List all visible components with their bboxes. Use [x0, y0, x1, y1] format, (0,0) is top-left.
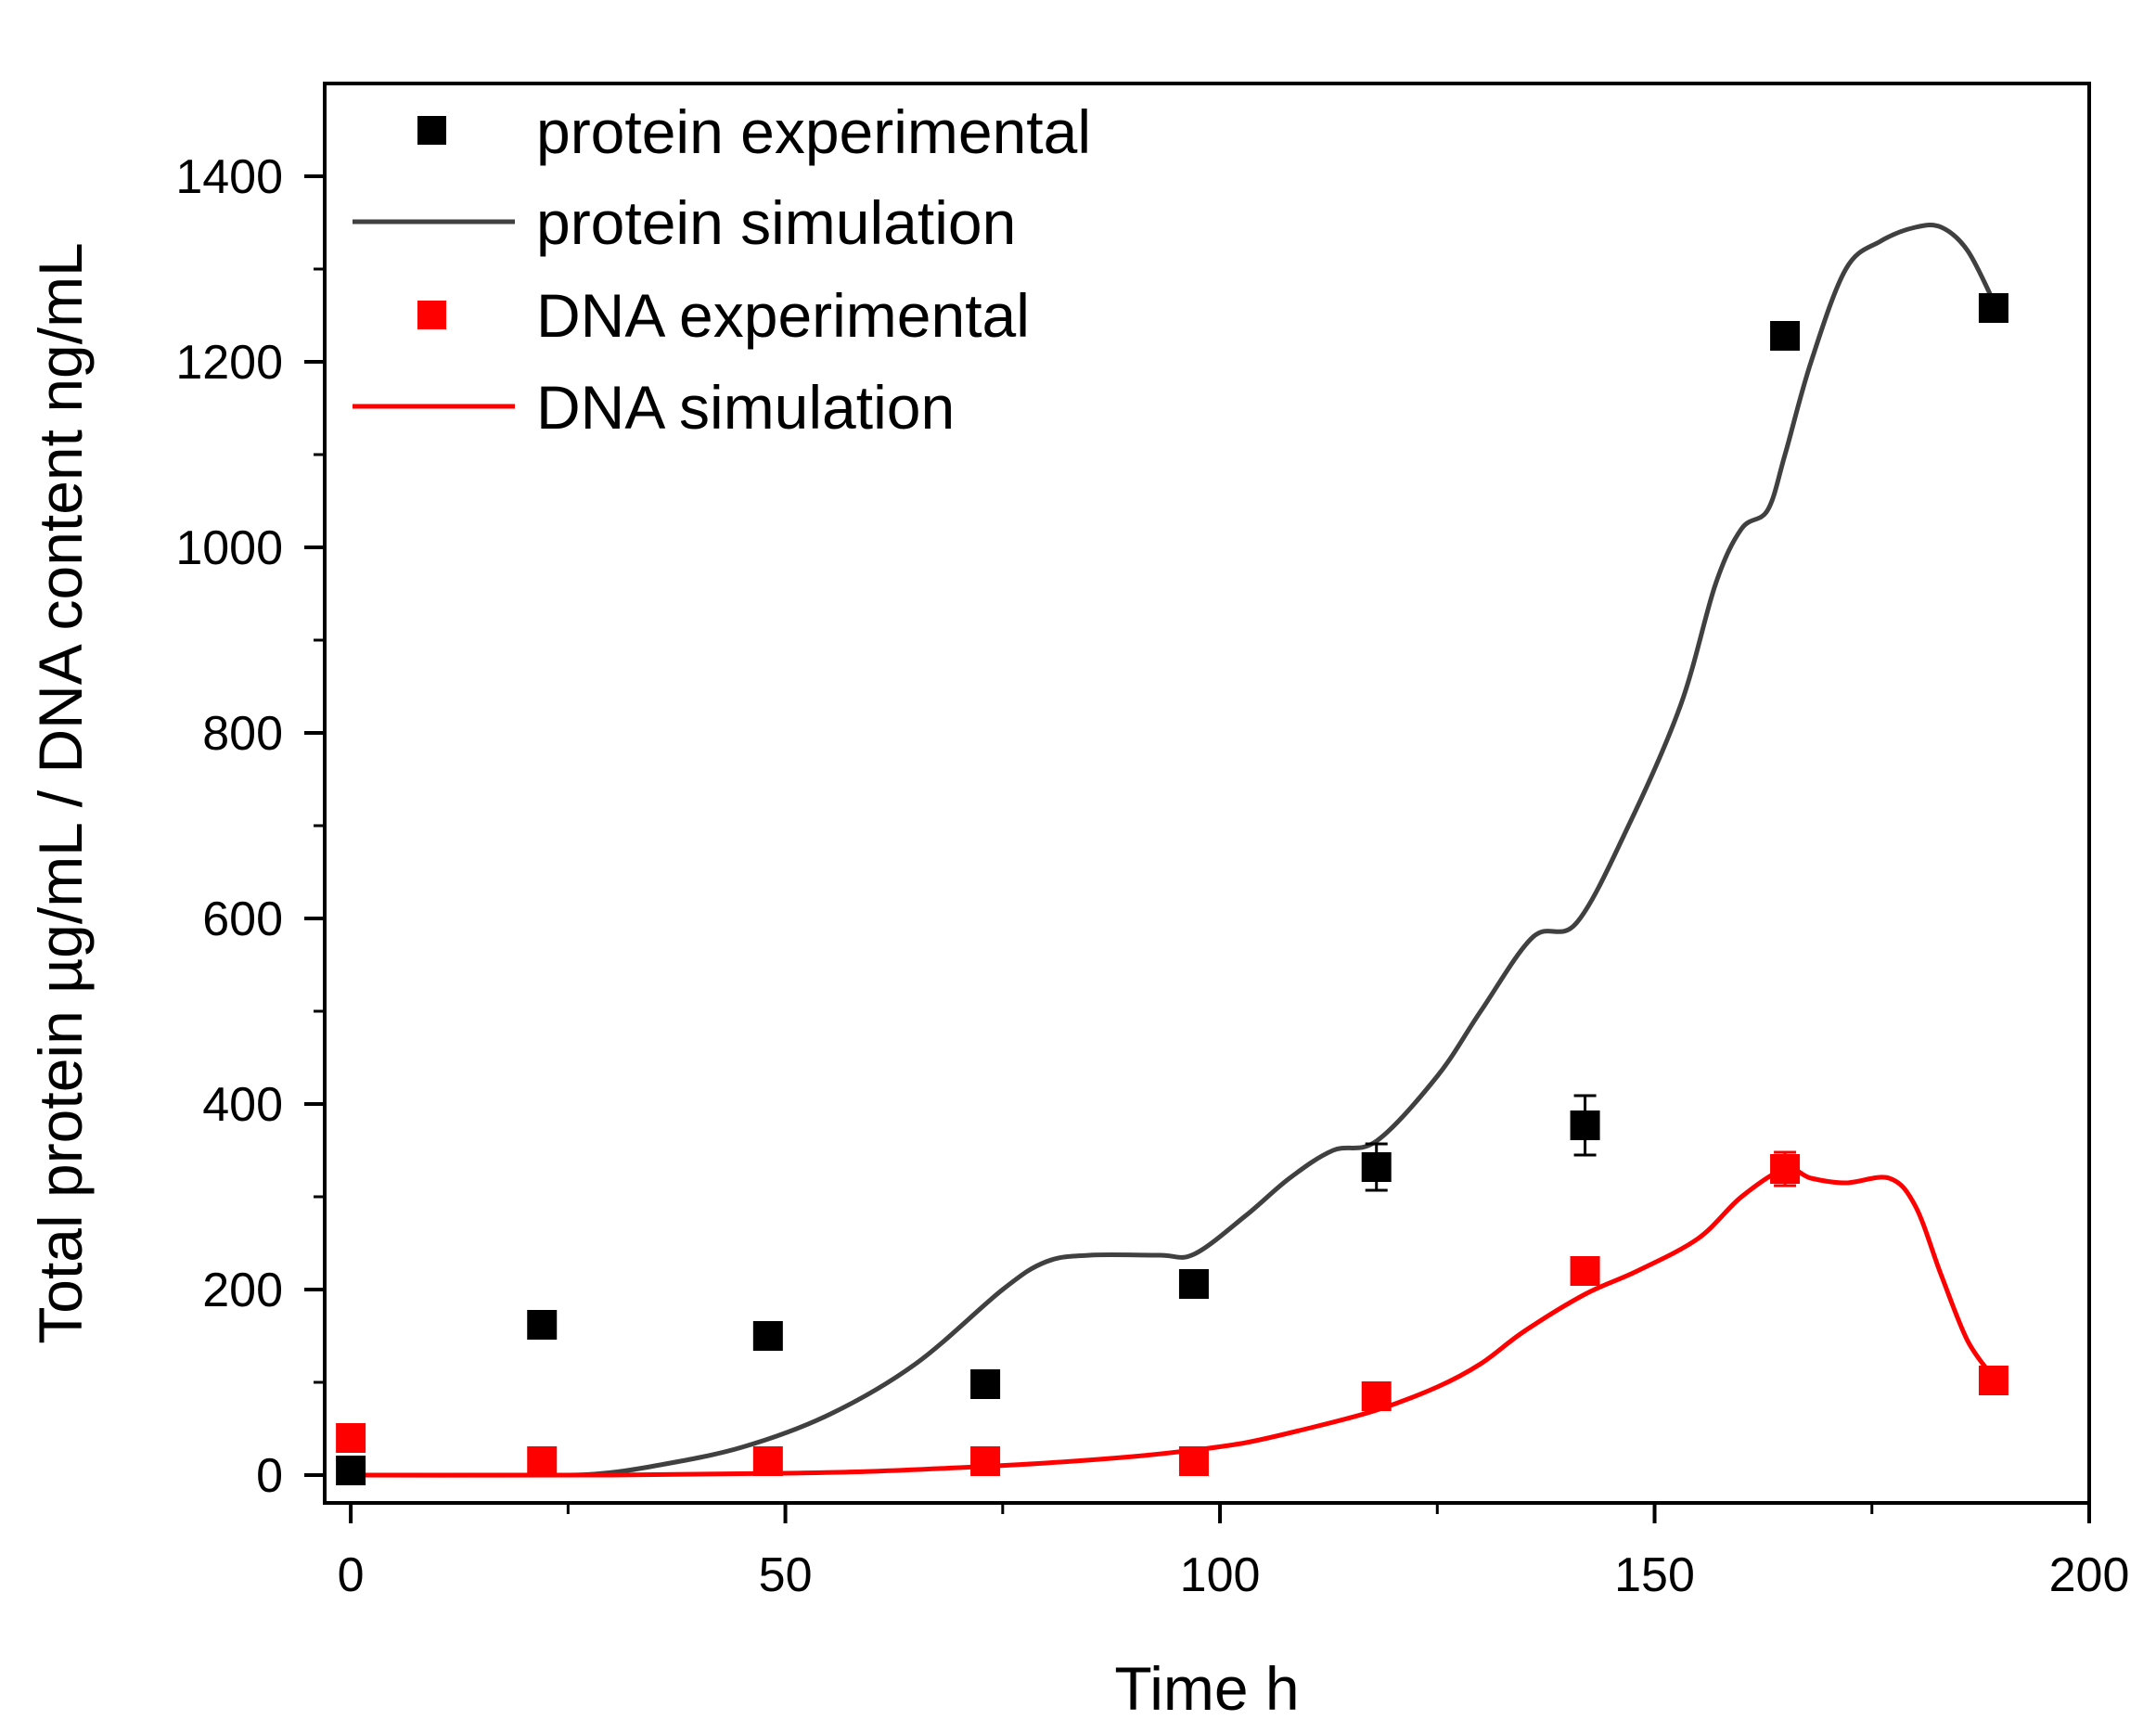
- legend-marker-protein-experimental: [417, 116, 446, 145]
- data-point-dna-experimental: [336, 1423, 366, 1453]
- y-tick-label: 200: [202, 1264, 283, 1317]
- x-axis-title: Time h: [1114, 1654, 1299, 1723]
- series-line-protein-simulation: [351, 222, 1996, 1478]
- y-axis-ticks: 0 200 400 600 800 1000 1200 1400: [175, 150, 325, 1503]
- y-tick-label: 1400: [175, 150, 283, 204]
- data-point-dna-experimental: [1770, 1154, 1801, 1184]
- x-tick-label: 0: [338, 1548, 365, 1602]
- data-point-dna-experimental: [752, 1446, 783, 1476]
- y-tick-label: 400: [202, 1078, 283, 1132]
- series-line-dna-simulation: [351, 1165, 1996, 1478]
- data-point-dna-experimental: [1361, 1381, 1392, 1411]
- data-point-dna-experimental: [1178, 1446, 1209, 1476]
- plot-frame: [323, 82, 2091, 1505]
- x-tick-label: 100: [1180, 1548, 1261, 1602]
- data-point-protein-experimental: [336, 1456, 366, 1485]
- legend-label-dna-simulation: DNA simulation: [536, 373, 955, 442]
- legend-label-protein-experimental: protein experimental: [536, 97, 1091, 166]
- data-point-dna-experimental: [527, 1446, 558, 1476]
- data-point-protein-experimental: [1978, 293, 2008, 323]
- data-point-protein-experimental: [752, 1321, 783, 1351]
- data-point-protein-experimental: [1178, 1269, 1209, 1299]
- y-tick-label: 600: [202, 892, 283, 946]
- x-tick-label: 150: [1614, 1548, 1695, 1602]
- data-point-protein-experimental: [1770, 321, 1801, 351]
- y-axis-title: Total protein µg/mL / DNA content ng/mL: [26, 242, 95, 1344]
- x-tick-label: 200: [2049, 1548, 2130, 1602]
- y-tick-label: 0: [256, 1449, 283, 1503]
- legend-label-protein-simulation: protein simulation: [536, 188, 1016, 257]
- legend-marker-dna-experimental: [417, 301, 446, 329]
- data-point-dna-experimental: [970, 1446, 1001, 1476]
- x-axis-ticks: 0 50 100 150 200: [338, 1503, 2130, 1602]
- data-point-dna-experimental: [1570, 1256, 1600, 1286]
- legend-label-dna-experimental: DNA experimental: [536, 281, 1030, 350]
- data-point-protein-experimental: [1361, 1152, 1392, 1182]
- y-tick-label: 1000: [175, 521, 283, 575]
- x-tick-label: 50: [759, 1548, 813, 1602]
- data-point-dna-experimental: [1978, 1366, 2008, 1395]
- data-point-protein-experimental: [527, 1310, 558, 1340]
- data-point-protein-experimental: [1570, 1110, 1600, 1140]
- legend: protein experimental protein simulation …: [353, 97, 1091, 442]
- y-tick-label: 800: [202, 707, 283, 761]
- y-tick-label: 1200: [175, 336, 283, 390]
- data-point-protein-experimental: [970, 1369, 1001, 1399]
- series-layer: [336, 222, 2008, 1485]
